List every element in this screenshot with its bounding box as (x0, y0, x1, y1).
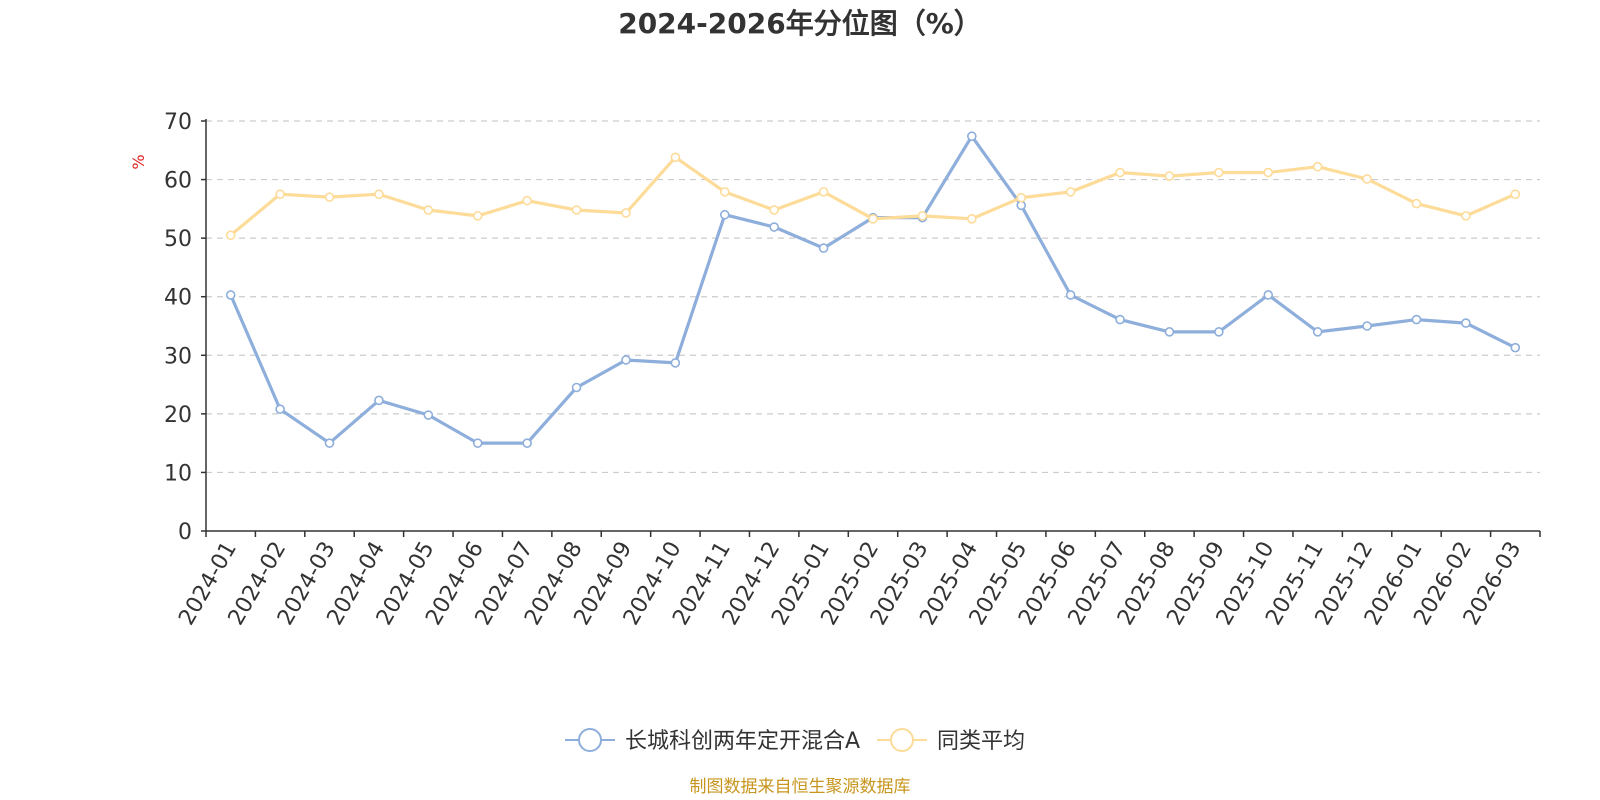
data-point (1214, 327, 1224, 337)
legend-item-1[interactable]: 同类平均 (877, 728, 1025, 754)
data-point (1214, 167, 1224, 178)
series-line-0 (229, 134, 1517, 445)
data-point (1263, 167, 1274, 178)
data-point (472, 438, 483, 448)
data-point (1510, 189, 1521, 200)
data-point (275, 404, 285, 414)
y-tick-label: 20 (164, 403, 192, 428)
legend-item-0[interactable]: 长城科创两年定开混合A (565, 728, 860, 754)
data-point (1312, 161, 1323, 172)
y-tick-label: 0 (178, 520, 192, 545)
data-point (917, 211, 928, 221)
data-point (670, 358, 681, 368)
data-point (1263, 290, 1274, 300)
data-point (1362, 321, 1372, 331)
source-footer: 制图数据来自恒生聚源数据库 (690, 777, 911, 797)
y-axis-label: % (129, 154, 148, 169)
data-point (1016, 200, 1027, 211)
data-point (1115, 314, 1125, 325)
data-point (1362, 174, 1372, 184)
data-point (1016, 192, 1027, 203)
y-tick-label: 50 (164, 227, 192, 252)
axes: 0102030405060702024-012024-022024-032024… (164, 110, 1541, 630)
data-point (1164, 171, 1175, 181)
data-point (374, 395, 384, 406)
data-point (1312, 327, 1323, 337)
data-point (670, 152, 681, 163)
data-point (868, 214, 878, 224)
data-point (324, 438, 335, 448)
data-point (769, 222, 779, 232)
data-point (374, 189, 384, 200)
data-point (522, 438, 532, 448)
data-point (1411, 198, 1422, 209)
data-point (621, 208, 631, 218)
data-point (571, 382, 582, 393)
data-point (1411, 314, 1422, 325)
data-point (423, 410, 434, 420)
legend-label: 长城科创两年定开混合A (625, 729, 860, 754)
data-point (1461, 211, 1471, 221)
data-point (1510, 342, 1521, 353)
legend-marker (890, 728, 914, 752)
data-point (472, 211, 483, 221)
data-point (621, 355, 631, 365)
data-point (1164, 327, 1175, 337)
data-point (225, 290, 236, 300)
data-point (967, 131, 977, 142)
data-point (1065, 290, 1076, 300)
data-point (225, 230, 236, 241)
y-tick-label: 40 (164, 286, 192, 311)
legend-label: 同类平均 (937, 729, 1025, 754)
data-point (324, 192, 335, 202)
data-point (522, 195, 532, 206)
data-point (719, 209, 730, 220)
y-tick-label: 70 (164, 110, 192, 135)
legend-marker (578, 728, 602, 752)
data-point (1115, 167, 1125, 178)
y-tick-label: 30 (164, 344, 192, 369)
data-point (769, 205, 779, 215)
y-tick-label: 10 (164, 461, 192, 486)
y-tick-label: 60 (164, 169, 192, 194)
legend[interactable]: 长城科创两年定开混合A 同类平均 (565, 728, 1025, 754)
chart-title: 2024-2026年分位图（%） (618, 7, 982, 40)
data-point (967, 214, 977, 224)
series-layer (225, 131, 1521, 448)
data-point (423, 205, 434, 215)
data-point (571, 205, 582, 215)
data-point (275, 189, 285, 200)
data-point (818, 187, 829, 197)
data-point (818, 243, 829, 253)
data-point (719, 187, 730, 197)
data-point (1461, 318, 1471, 328)
data-point (1065, 187, 1076, 197)
